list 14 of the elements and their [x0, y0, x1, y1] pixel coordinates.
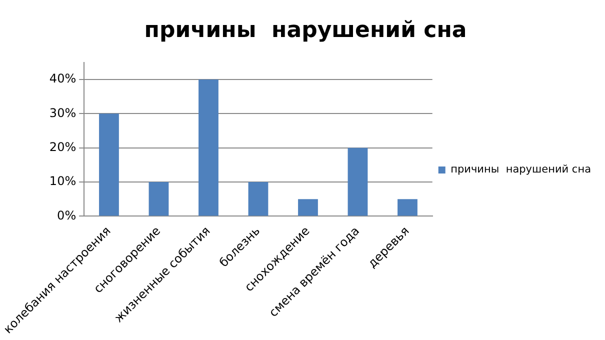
bar — [248, 182, 268, 216]
bar — [99, 114, 119, 216]
bar — [298, 199, 318, 216]
bar — [348, 148, 368, 216]
y-tick-label: 20% — [49, 140, 76, 154]
bar — [148, 182, 169, 216]
bar — [398, 199, 418, 216]
y-tick-label: 10% — [49, 174, 76, 188]
bar — [198, 79, 218, 216]
y-tick-label: 0% — [57, 208, 76, 222]
y-tick-label: 30% — [49, 106, 76, 120]
y-tick-label: 40% — [49, 72, 76, 86]
chart-title: причины нарушений сна — [144, 18, 467, 43]
legend-label: причины нарушений сна — [450, 164, 592, 176]
